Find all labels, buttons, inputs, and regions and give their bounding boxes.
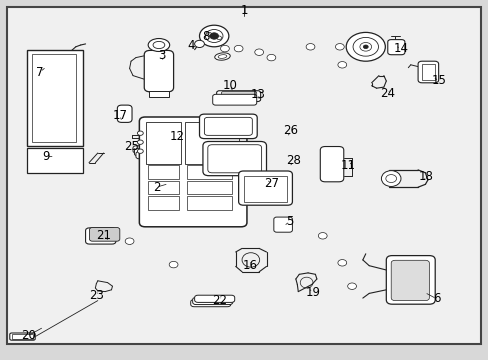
- Text: 23: 23: [89, 289, 104, 302]
- Text: 20: 20: [21, 329, 36, 342]
- Bar: [243, 176, 286, 202]
- FancyBboxPatch shape: [139, 117, 246, 227]
- Ellipse shape: [337, 260, 346, 266]
- Bar: [186, 165, 231, 179]
- Bar: [147, 181, 179, 194]
- Text: 3: 3: [157, 49, 165, 62]
- Text: 19: 19: [305, 286, 320, 299]
- Ellipse shape: [199, 25, 228, 47]
- Ellipse shape: [148, 39, 169, 51]
- Bar: [32, 54, 76, 142]
- Bar: [12, 334, 33, 339]
- Ellipse shape: [318, 233, 326, 239]
- Text: 27: 27: [264, 177, 278, 190]
- Ellipse shape: [347, 283, 356, 289]
- Text: 13: 13: [250, 88, 264, 101]
- Text: 22: 22: [212, 294, 227, 307]
- Ellipse shape: [194, 40, 204, 48]
- Text: 24: 24: [379, 87, 394, 100]
- Text: 2: 2: [152, 181, 160, 194]
- Text: 17: 17: [112, 109, 127, 122]
- FancyBboxPatch shape: [203, 141, 266, 176]
- Text: 25: 25: [124, 140, 139, 153]
- FancyBboxPatch shape: [89, 228, 120, 241]
- Bar: [149, 91, 168, 97]
- Ellipse shape: [381, 171, 400, 186]
- Ellipse shape: [125, 238, 134, 244]
- FancyBboxPatch shape: [273, 217, 292, 232]
- Text: 5: 5: [285, 215, 293, 228]
- FancyBboxPatch shape: [190, 300, 230, 307]
- FancyBboxPatch shape: [216, 91, 260, 102]
- Text: 4: 4: [186, 39, 194, 52]
- Bar: [184, 122, 238, 164]
- Ellipse shape: [254, 49, 263, 55]
- Bar: [27, 148, 83, 173]
- Ellipse shape: [137, 140, 143, 144]
- Ellipse shape: [174, 130, 187, 138]
- Text: 21: 21: [96, 229, 111, 242]
- Text: 9: 9: [42, 150, 50, 163]
- Bar: [186, 181, 231, 194]
- Text: 16: 16: [242, 259, 257, 272]
- Bar: [421, 64, 434, 80]
- FancyBboxPatch shape: [212, 94, 256, 105]
- FancyBboxPatch shape: [417, 61, 438, 83]
- Ellipse shape: [266, 54, 275, 61]
- FancyBboxPatch shape: [387, 40, 404, 55]
- Text: 18: 18: [418, 170, 433, 183]
- Text: 15: 15: [431, 75, 446, 87]
- FancyBboxPatch shape: [199, 114, 257, 139]
- Ellipse shape: [220, 45, 229, 52]
- Ellipse shape: [169, 261, 178, 268]
- Ellipse shape: [363, 45, 367, 49]
- Bar: [147, 165, 179, 179]
- FancyBboxPatch shape: [194, 295, 234, 302]
- Text: 1: 1: [240, 4, 248, 17]
- FancyBboxPatch shape: [192, 297, 232, 305]
- Text: 10: 10: [222, 79, 237, 92]
- Ellipse shape: [209, 33, 218, 39]
- FancyBboxPatch shape: [320, 147, 343, 182]
- FancyBboxPatch shape: [117, 105, 132, 122]
- Bar: [145, 122, 181, 164]
- Ellipse shape: [137, 131, 143, 135]
- FancyBboxPatch shape: [386, 256, 434, 304]
- Ellipse shape: [214, 53, 230, 60]
- FancyBboxPatch shape: [10, 333, 35, 340]
- Ellipse shape: [234, 45, 243, 52]
- Ellipse shape: [337, 62, 346, 68]
- FancyBboxPatch shape: [238, 171, 292, 205]
- FancyBboxPatch shape: [133, 146, 177, 153]
- Bar: [147, 196, 179, 210]
- Text: 12: 12: [169, 130, 184, 143]
- FancyBboxPatch shape: [136, 152, 180, 159]
- Text: 28: 28: [285, 154, 300, 167]
- Text: 14: 14: [393, 42, 407, 55]
- Ellipse shape: [346, 32, 385, 61]
- Text: 7: 7: [36, 66, 44, 78]
- FancyBboxPatch shape: [144, 50, 173, 92]
- FancyBboxPatch shape: [221, 91, 256, 99]
- Text: 8: 8: [202, 30, 210, 42]
- Bar: [186, 196, 231, 210]
- Text: 11: 11: [340, 159, 355, 172]
- Ellipse shape: [335, 44, 344, 50]
- FancyBboxPatch shape: [85, 228, 116, 244]
- Ellipse shape: [305, 44, 314, 50]
- Bar: [27, 50, 83, 146]
- FancyBboxPatch shape: [390, 260, 428, 301]
- Ellipse shape: [137, 149, 143, 153]
- Text: 6: 6: [432, 292, 440, 305]
- FancyBboxPatch shape: [134, 149, 178, 156]
- Text: 26: 26: [283, 124, 298, 137]
